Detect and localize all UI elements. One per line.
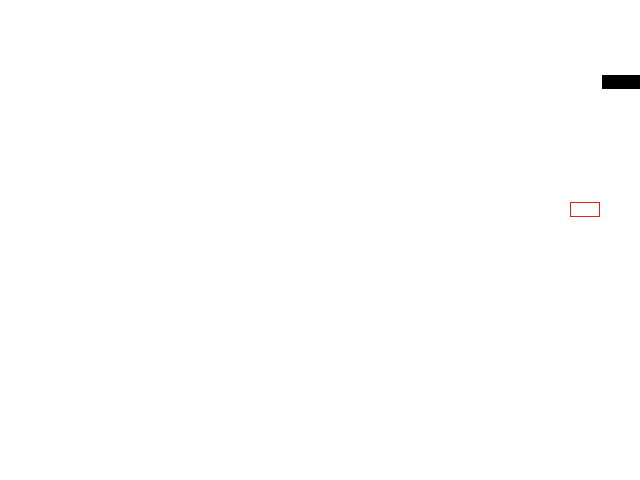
- current-price-tag: [602, 75, 640, 89]
- target-price-label: [570, 202, 600, 217]
